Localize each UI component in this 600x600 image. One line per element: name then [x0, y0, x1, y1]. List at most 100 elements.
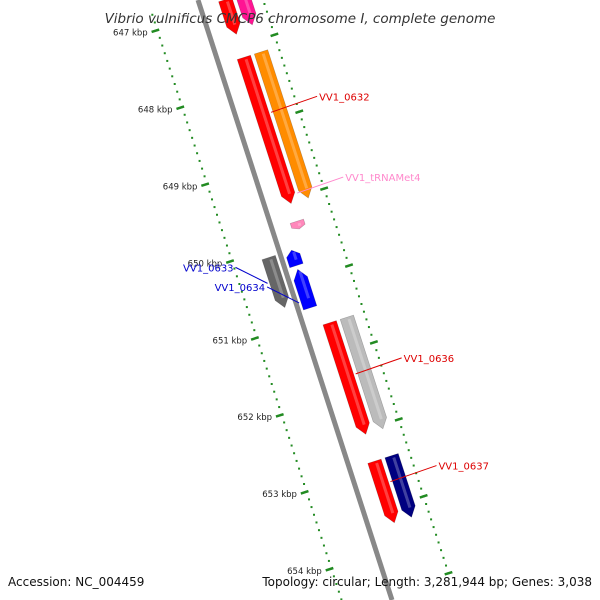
gene-labels: VV1_0632 VV1_tRNAMet4 VV1_0633 VV1_0634 VV1_…: [183, 92, 489, 483]
scale-dot: [308, 141, 311, 144]
gene-label-leader: [235, 266, 268, 284]
scale-dot: [275, 41, 278, 44]
gene-highlight: [297, 222, 302, 227]
scale-dot: [415, 472, 418, 475]
scale-dot: [315, 164, 318, 167]
gene-highlight: [392, 457, 412, 509]
scale-dot: [203, 175, 206, 178]
scale-dot: [350, 272, 353, 275]
scale-dot: [278, 49, 281, 52]
scale-dot: [228, 252, 231, 255]
gene-highlight: [261, 53, 309, 189]
scale-dot: [161, 44, 164, 47]
scale-dot: [417, 479, 420, 482]
gene-label-g-0637-red[interactable]: VV1_0637: [438, 462, 489, 473]
scale-dot: [235, 275, 238, 278]
scale-dot: [283, 421, 286, 424]
scale-dot: [355, 287, 358, 290]
gene-highlight: [330, 324, 366, 426]
gene-arrow-g-top-red[interactable]: [218, 0, 241, 35]
scale-dot: [320, 536, 323, 539]
scale-dot: [220, 229, 223, 232]
tick-label: 654 kbp: [287, 567, 322, 577]
scale-dot: [265, 367, 268, 370]
map-title: Vibrio vulnificus CMCP6 chromosome I, co…: [105, 11, 496, 27]
scale-dot: [360, 303, 363, 306]
gene-label-g-trna[interactable]: VV1_tRNAMet4: [345, 173, 420, 184]
scale-dot: [208, 190, 211, 193]
scale-dot: [385, 379, 388, 382]
scale-dot: [278, 406, 281, 409]
scale-dot: [330, 210, 333, 213]
gene-arrow-g-0636-gray[interactable]: [339, 314, 387, 430]
tick-label: 652 kbp: [237, 413, 272, 423]
gene-arrow-g-0634-top[interactable]: [286, 249, 304, 269]
topology-text: Topology: circular; Length: 3,281,944 bp…: [261, 575, 592, 589]
gene-label-leader: [270, 95, 318, 113]
scale-dot: [332, 575, 335, 578]
scale-dot: [151, 13, 154, 16]
scale-dot: [183, 113, 186, 116]
scale-dot: [437, 541, 440, 544]
scale-dot: [188, 129, 191, 132]
scale-dot: [196, 152, 199, 155]
scale-dots: [151, 3, 450, 600]
gene-features: [218, 0, 416, 524]
gene-label-leader: [297, 176, 344, 194]
scale-dot: [315, 521, 318, 524]
scale-dot: [340, 241, 343, 244]
gene-arrow-g-0632-red[interactable]: [236, 54, 296, 204]
scale-dot: [313, 156, 316, 159]
scale-dot: [367, 326, 370, 329]
gene-label-g-0632-red[interactable]: VV1_0632: [319, 92, 370, 103]
scale-dot: [238, 282, 241, 285]
tick-mark: [200, 182, 210, 188]
gene-label-g-0633[interactable]: VV1_0633: [183, 263, 234, 274]
tick-mark: [151, 28, 160, 34]
scale-ticks: 647 kbp 648 kbp 649 kbp 650 kbp 651 kbp 652 k…: [113, 28, 453, 577]
gene-highlight: [244, 58, 292, 195]
scale-dot: [193, 144, 196, 147]
scale-dot: [250, 321, 253, 324]
gene-arrow-g-0637-red[interactable]: [367, 458, 399, 524]
accession-text: Accession: NC_004459: [8, 575, 144, 589]
gene-label-g-0636-red[interactable]: VV1_0636: [404, 354, 455, 365]
scale-dot: [258, 344, 261, 347]
scale-dot: [365, 318, 368, 321]
gene-arrow-g-trna[interactable]: [289, 218, 306, 230]
tick-mark: [270, 32, 279, 38]
gene-arrow-g-top-pink[interactable]: [236, 0, 257, 26]
scale-dot: [300, 475, 303, 478]
gene-label-leader: [355, 357, 402, 375]
gene-arrow-g-0637-navy[interactable]: [384, 453, 416, 518]
gene-arrow-g-0632-orange[interactable]: [253, 49, 313, 199]
scale-dot: [163, 52, 166, 55]
scale-dot: [405, 441, 408, 444]
scale-dot: [300, 118, 303, 121]
scale-dot: [392, 403, 395, 406]
scale-dot: [253, 329, 256, 332]
scale-dot: [263, 3, 266, 6]
tick-label: 648 kbp: [138, 106, 173, 116]
scale-dot: [171, 75, 174, 78]
gene-label-g-0634[interactable]: VV1_0634: [215, 283, 266, 294]
scale-dot: [400, 426, 403, 429]
tick-label: 647 kbp: [113, 29, 148, 39]
tick-mark: [444, 570, 453, 576]
tick-mark: [250, 336, 260, 341]
gene-arrow-g-0634[interactable]: [293, 268, 318, 311]
tick-mark: [419, 493, 428, 499]
scale-dot: [198, 159, 201, 162]
tick-mark: [225, 259, 235, 264]
scale-dot: [427, 510, 430, 513]
tick-mark: [394, 416, 403, 422]
scale-dot: [213, 206, 216, 209]
scale-dot: [260, 352, 263, 355]
gene-arrow-g-0636-red[interactable]: [322, 320, 370, 435]
scale-dot: [268, 18, 271, 21]
scale-dot: [352, 279, 355, 282]
scale-dot: [357, 295, 360, 298]
scale-dot: [335, 226, 338, 229]
scale-dot: [173, 82, 176, 85]
scale-dot: [382, 372, 385, 375]
